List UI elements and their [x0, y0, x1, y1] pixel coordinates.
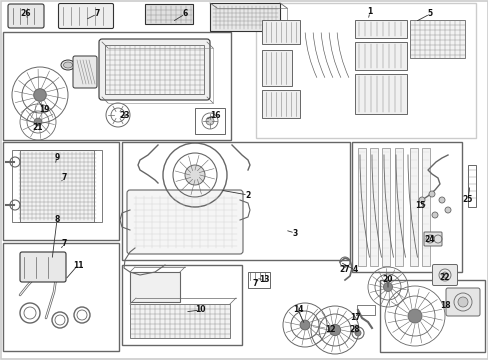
FancyBboxPatch shape [445, 288, 479, 316]
Text: 7: 7 [94, 9, 100, 18]
Text: 7: 7 [252, 279, 257, 288]
Bar [394, 148, 402, 266]
Text: 22: 22 [439, 274, 449, 283]
Text: 24: 24 [424, 235, 434, 244]
Bar [262, 50, 291, 86]
Text: 8: 8 [54, 216, 60, 225]
FancyBboxPatch shape [59, 4, 113, 28]
Bar [357, 148, 365, 266]
Text: 2: 2 [245, 190, 250, 199]
Text: 3: 3 [292, 229, 297, 238]
Circle shape [383, 283, 392, 292]
Bar [94, 150, 102, 222]
FancyBboxPatch shape [8, 4, 44, 28]
Bar [209, 3, 280, 31]
Text: 5: 5 [427, 9, 432, 18]
Text: 15: 15 [414, 201, 425, 210]
Text: 25: 25 [462, 195, 472, 204]
Bar [356, 305, 374, 315]
Ellipse shape [63, 62, 72, 68]
Text: 4: 4 [352, 266, 357, 274]
Text: 17: 17 [349, 314, 360, 323]
Text: 9: 9 [54, 153, 60, 162]
Circle shape [431, 212, 437, 218]
Ellipse shape [61, 60, 75, 70]
Bar [122, 142, 349, 260]
Circle shape [329, 324, 340, 336]
Circle shape [34, 89, 46, 101]
Circle shape [428, 191, 434, 197]
Text: 27: 27 [339, 266, 349, 274]
Circle shape [457, 297, 467, 307]
Text: 21: 21 [33, 123, 43, 132]
Bar [3, 32, 230, 140]
Text: 7: 7 [61, 174, 66, 183]
Text: 13: 13 [258, 275, 269, 284]
Circle shape [407, 309, 421, 323]
Text: 28: 28 [349, 325, 360, 334]
Circle shape [444, 207, 450, 213]
Circle shape [184, 165, 204, 185]
Bar [421, 148, 429, 266]
Bar [354, 74, 406, 114]
Text: 16: 16 [209, 111, 220, 120]
Text: 26: 26 [20, 9, 31, 18]
Text: 11: 11 [73, 261, 83, 270]
Bar [146, 5, 192, 23]
Bar [247, 272, 269, 288]
Circle shape [34, 118, 42, 126]
Text: 23: 23 [120, 111, 130, 120]
FancyBboxPatch shape [99, 39, 209, 100]
Text: 10: 10 [194, 306, 205, 315]
Bar [3, 243, 119, 351]
FancyBboxPatch shape [73, 56, 97, 88]
Bar [381, 148, 389, 266]
Text: 7: 7 [61, 239, 66, 248]
Bar [354, 42, 406, 70]
Bar [18, 150, 96, 222]
Bar [351, 142, 461, 272]
Bar [262, 90, 299, 118]
Circle shape [354, 330, 360, 336]
Circle shape [438, 197, 444, 203]
Bar [212, 5, 278, 29]
Bar [256, 3, 475, 138]
Text: 19: 19 [39, 105, 49, 114]
Circle shape [418, 197, 424, 203]
Bar [467, 165, 475, 207]
Bar [409, 148, 417, 266]
Circle shape [441, 272, 447, 278]
FancyBboxPatch shape [127, 190, 243, 254]
Bar [145, 4, 193, 24]
Bar [12, 150, 20, 222]
Bar [369, 148, 377, 266]
Bar [195, 108, 224, 134]
Bar [130, 304, 229, 338]
Bar [122, 265, 242, 345]
Text: 20: 20 [382, 275, 392, 284]
FancyBboxPatch shape [431, 265, 457, 285]
Text: 18: 18 [439, 301, 449, 310]
Bar [3, 142, 119, 240]
FancyBboxPatch shape [423, 232, 441, 246]
Circle shape [300, 320, 309, 330]
Text: 1: 1 [366, 8, 372, 17]
Text: 14: 14 [292, 306, 303, 315]
Bar [379, 280, 484, 352]
Circle shape [205, 117, 214, 125]
Bar [354, 20, 406, 38]
Bar [409, 20, 464, 58]
Text: 6: 6 [182, 9, 187, 18]
Bar [130, 272, 180, 302]
Text: 12: 12 [324, 325, 335, 334]
Bar [105, 45, 203, 94]
Bar [262, 20, 299, 44]
FancyBboxPatch shape [20, 252, 66, 282]
